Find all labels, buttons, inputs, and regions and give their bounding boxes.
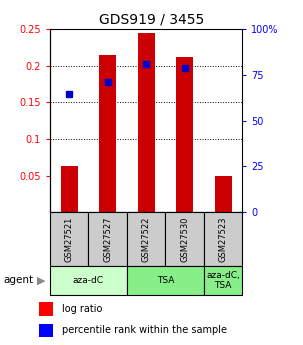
- Bar: [50, 212, 88, 266]
- Bar: [88, 212, 127, 266]
- Bar: [99, 55, 116, 212]
- Text: GSM27523: GSM27523: [219, 216, 228, 262]
- Bar: [50, 266, 127, 295]
- Bar: [165, 212, 204, 266]
- Bar: [61, 166, 78, 212]
- Bar: [39, 302, 53, 316]
- Text: GSM27521: GSM27521: [65, 216, 74, 262]
- Text: TSA: TSA: [157, 276, 174, 285]
- Text: log ratio: log ratio: [62, 304, 102, 314]
- Bar: [39, 324, 53, 337]
- Text: GSM27527: GSM27527: [103, 216, 112, 262]
- Text: GSM27522: GSM27522: [142, 216, 151, 262]
- Bar: [204, 212, 242, 266]
- Bar: [176, 57, 193, 212]
- Bar: [127, 212, 165, 266]
- Bar: [215, 176, 232, 212]
- Bar: [138, 33, 155, 212]
- Bar: [204, 266, 242, 295]
- Text: GSM27530: GSM27530: [180, 216, 189, 262]
- Text: aza-dC,
TSA: aza-dC, TSA: [206, 270, 240, 290]
- Text: agent: agent: [3, 275, 33, 285]
- Text: percentile rank within the sample: percentile rank within the sample: [62, 325, 227, 335]
- Text: GDS919 / 3455: GDS919 / 3455: [99, 12, 204, 26]
- Bar: [127, 266, 204, 295]
- Text: aza-dC: aza-dC: [73, 276, 104, 285]
- Text: ▶: ▶: [37, 275, 45, 285]
